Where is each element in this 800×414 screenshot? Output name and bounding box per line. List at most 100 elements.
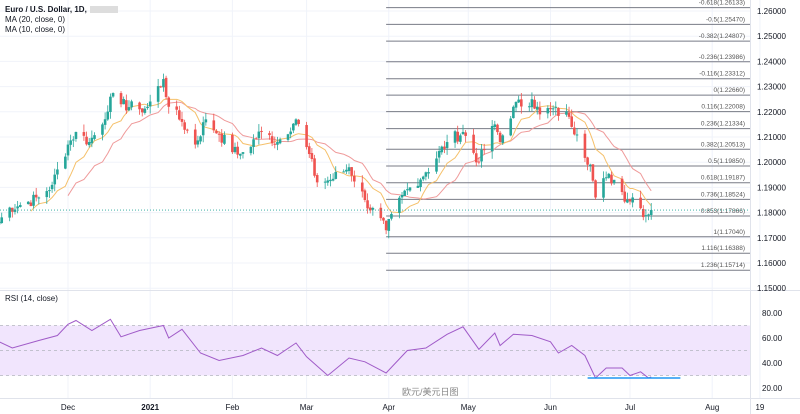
chart-legend: Euro / U.S. Dollar, 1D, MA (20, close, 0… bbox=[5, 5, 118, 35]
candle-body bbox=[557, 108, 560, 116]
candle bbox=[32, 191, 35, 209]
candle bbox=[125, 94, 128, 114]
candle-body bbox=[305, 125, 308, 148]
candle-body bbox=[66, 144, 70, 156]
fib-level-label: 0(1.22660) bbox=[714, 87, 745, 94]
candle bbox=[48, 186, 51, 198]
candle-body bbox=[239, 153, 242, 156]
candle bbox=[459, 133, 462, 145]
candle-body bbox=[334, 171, 338, 179]
candle bbox=[366, 193, 369, 214]
candle-body bbox=[180, 119, 184, 122]
candle bbox=[573, 121, 576, 136]
candle bbox=[647, 213, 650, 221]
candle-body bbox=[456, 131, 459, 142]
candle-body bbox=[13, 209, 17, 212]
candle-body bbox=[390, 213, 393, 219]
candle bbox=[472, 128, 475, 155]
rsi-tick: 40.00 bbox=[762, 359, 783, 368]
candle bbox=[456, 125, 459, 145]
candle bbox=[29, 200, 33, 207]
candle-body bbox=[254, 138, 258, 140]
candle bbox=[101, 122, 104, 141]
candle bbox=[204, 112, 208, 126]
fib-level-label: 1.236(1.15714) bbox=[701, 262, 745, 269]
candle-body bbox=[530, 99, 534, 108]
fib-level-label: 0.116(1.22008) bbox=[701, 104, 745, 111]
time-tick: Feb bbox=[225, 403, 239, 412]
candle-body bbox=[119, 93, 123, 105]
candle bbox=[212, 113, 216, 133]
candle-body bbox=[178, 110, 181, 120]
candle bbox=[199, 135, 202, 145]
candle-body bbox=[32, 194, 35, 206]
candle bbox=[26, 201, 30, 205]
candle-body bbox=[16, 206, 19, 209]
candle bbox=[315, 173, 319, 188]
candle-body bbox=[424, 172, 428, 177]
candle bbox=[326, 176, 330, 186]
candle-body bbox=[472, 134, 475, 153]
candle-body bbox=[535, 106, 539, 110]
candle bbox=[509, 115, 513, 137]
candle bbox=[557, 107, 560, 121]
candle-body bbox=[45, 191, 49, 198]
candle-body bbox=[565, 111, 568, 115]
candle bbox=[493, 120, 497, 131]
candle-body bbox=[474, 153, 478, 163]
candle-body bbox=[130, 101, 133, 108]
candle bbox=[517, 95, 520, 104]
candle-body bbox=[18, 205, 22, 207]
candle bbox=[56, 161, 59, 180]
candle-body bbox=[37, 197, 41, 199]
candle-body bbox=[164, 77, 168, 98]
candle bbox=[567, 106, 571, 119]
time-tick: Dec bbox=[61, 403, 75, 412]
candle-body bbox=[292, 123, 295, 131]
candle-body bbox=[294, 119, 298, 125]
time-tick: 19 bbox=[755, 403, 764, 412]
candle bbox=[127, 100, 131, 112]
candle bbox=[620, 176, 624, 196]
candle-body bbox=[315, 175, 319, 183]
candle-body bbox=[639, 197, 642, 209]
candle-body bbox=[408, 187, 412, 191]
candle-body bbox=[549, 107, 552, 110]
candle bbox=[37, 196, 41, 205]
candle bbox=[535, 101, 539, 115]
fib-level-label: 0.853(1.17866) bbox=[701, 208, 745, 215]
candle-body bbox=[201, 122, 205, 136]
price-tick: 1.21000 bbox=[757, 133, 786, 142]
candle bbox=[220, 129, 224, 147]
candle bbox=[360, 175, 364, 198]
candle-body bbox=[546, 108, 550, 114]
candle bbox=[239, 153, 242, 160]
candle bbox=[631, 193, 634, 208]
candle bbox=[512, 105, 515, 119]
candle bbox=[130, 99, 133, 111]
candle bbox=[604, 171, 608, 181]
candle bbox=[215, 129, 218, 134]
candle bbox=[196, 135, 200, 148]
candle-body bbox=[87, 142, 91, 146]
fib-level-label: 0.618(1.19187) bbox=[701, 175, 745, 182]
candle-body bbox=[482, 149, 486, 151]
fib-level-label: 1.116(1.16388) bbox=[701, 245, 745, 252]
candle bbox=[363, 188, 367, 203]
candle bbox=[268, 130, 271, 140]
fib-level-label: 0.5(1.19850) bbox=[708, 158, 745, 165]
candle-body bbox=[533, 99, 536, 109]
candle-body bbox=[289, 131, 292, 135]
candle bbox=[307, 142, 311, 158]
candle-body bbox=[8, 207, 11, 218]
candle-body bbox=[567, 112, 571, 117]
candle bbox=[34, 187, 38, 202]
candle-body bbox=[360, 182, 364, 192]
candle bbox=[0, 212, 4, 224]
candle bbox=[241, 152, 245, 159]
candle bbox=[649, 203, 653, 220]
candle bbox=[16, 200, 19, 214]
candle-body bbox=[278, 139, 282, 144]
fib-level-label: -0.618(1.26133) bbox=[699, 0, 745, 7]
